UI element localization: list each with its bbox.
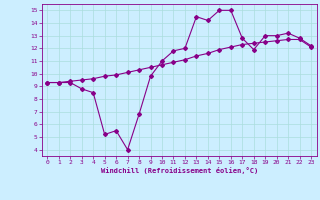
X-axis label: Windchill (Refroidissement éolien,°C): Windchill (Refroidissement éolien,°C): [100, 167, 258, 174]
